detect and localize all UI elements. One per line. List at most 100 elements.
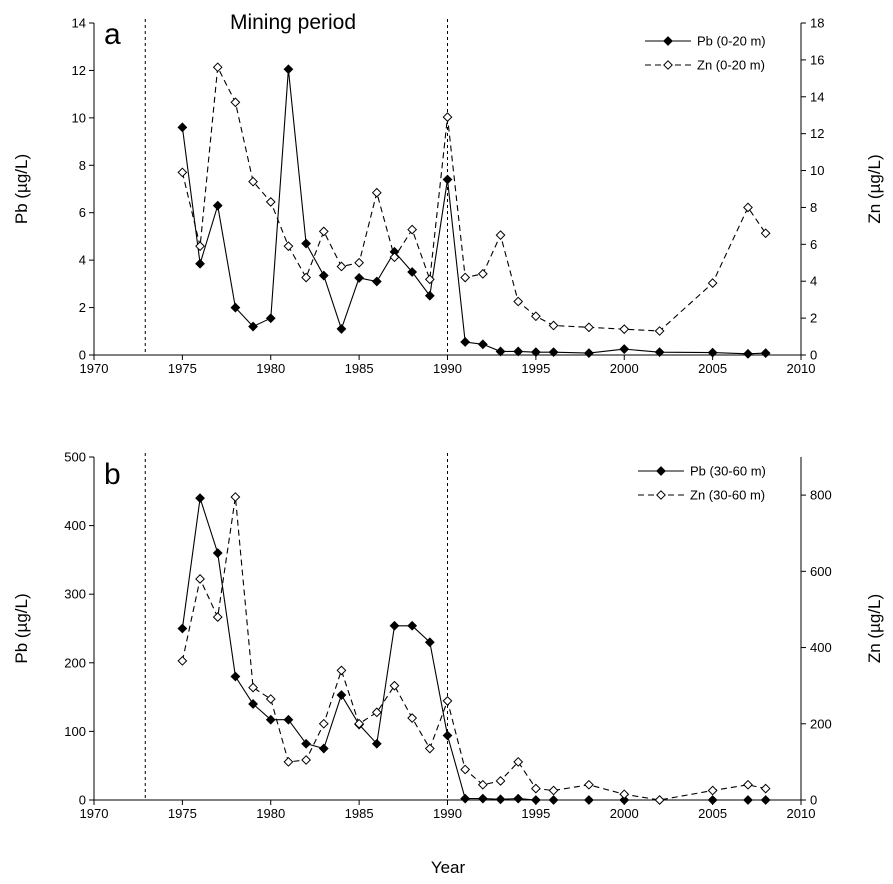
data-point-pb bbox=[177, 623, 188, 634]
data-point-pb bbox=[371, 738, 382, 749]
data-point-zn bbox=[583, 322, 594, 333]
data-point-zn bbox=[654, 795, 665, 805]
legend-label: Zn (0-20 m) bbox=[697, 58, 765, 73]
x-tick-label: 1985 bbox=[345, 361, 374, 376]
y-tick-label-right: 400 bbox=[810, 640, 832, 655]
data-point-zn bbox=[477, 268, 488, 279]
data-point-pb bbox=[495, 346, 506, 357]
data-point-pb bbox=[513, 793, 524, 804]
y-tick-label-right: 12 bbox=[810, 126, 824, 141]
data-point-pb bbox=[318, 743, 329, 754]
data-point-pb bbox=[460, 793, 471, 804]
y-tick-label-left: 12 bbox=[72, 63, 86, 78]
data-point-zn bbox=[336, 261, 347, 272]
data-point-pb bbox=[301, 738, 312, 749]
data-point-zn bbox=[583, 779, 594, 790]
y-tick-label-right: 16 bbox=[810, 52, 824, 67]
data-point-pb bbox=[743, 348, 753, 359]
x-tick-label: 1985 bbox=[345, 806, 374, 821]
data-point-pb bbox=[619, 795, 630, 805]
y-tick-label-left: 0 bbox=[79, 793, 86, 808]
y-tick-label-left: 10 bbox=[72, 110, 86, 125]
x-tick-label: 1995 bbox=[521, 806, 550, 821]
data-point-zn bbox=[530, 783, 541, 794]
data-point-pb bbox=[530, 795, 541, 805]
x-tick-label: 2000 bbox=[610, 361, 639, 376]
y-tick-label-left: 6 bbox=[79, 205, 86, 220]
data-point-pb bbox=[530, 347, 541, 358]
x-tick-label: 1990 bbox=[433, 806, 462, 821]
data-point-zn bbox=[548, 320, 559, 331]
data-point-zn bbox=[389, 252, 400, 263]
data-point-pb bbox=[336, 324, 347, 334]
data-point-zn bbox=[743, 779, 753, 790]
data-point-zn bbox=[195, 241, 205, 252]
y-tick-label-left: 400 bbox=[64, 518, 86, 533]
data-point-zn bbox=[743, 202, 753, 213]
data-point-pb bbox=[318, 270, 329, 281]
data-point-pb bbox=[460, 337, 471, 347]
data-point-zn bbox=[354, 718, 365, 729]
legend-label: Zn (30-60 m) bbox=[690, 488, 765, 503]
data-point-pb bbox=[265, 313, 276, 324]
data-point-pb bbox=[513, 346, 524, 357]
data-point-pb bbox=[248, 321, 258, 332]
data-point-pb bbox=[760, 795, 771, 805]
data-point-pb bbox=[230, 671, 241, 682]
data-point-zn bbox=[177, 655, 188, 666]
data-point-zn bbox=[707, 278, 718, 288]
legend-label: Pb (30-60 m) bbox=[690, 464, 766, 479]
data-point-zn bbox=[495, 230, 506, 241]
x-tick-label: 1980 bbox=[256, 361, 285, 376]
y-tick-label-right: 0 bbox=[810, 348, 817, 363]
legend-marker bbox=[663, 36, 673, 46]
x-axis-title: Year bbox=[431, 858, 466, 877]
data-point-zn bbox=[212, 62, 223, 73]
x-tick-label: 1975 bbox=[168, 806, 197, 821]
data-point-zn bbox=[212, 612, 223, 622]
data-point-zn bbox=[354, 257, 365, 268]
data-point-zn bbox=[265, 694, 276, 704]
data-point-pb bbox=[548, 347, 559, 358]
x-tick-label: 1995 bbox=[521, 361, 550, 376]
data-point-zn bbox=[371, 707, 382, 718]
data-point-zn bbox=[248, 682, 258, 693]
data-point-pb bbox=[195, 493, 205, 504]
y-tick-label-right: 200 bbox=[810, 716, 832, 731]
y-tick-label-right: 2 bbox=[810, 311, 817, 326]
x-tick-label: 1970 bbox=[80, 806, 109, 821]
data-point-pb bbox=[283, 64, 294, 75]
panel-label: b bbox=[104, 458, 121, 491]
data-point-zn bbox=[513, 296, 524, 307]
data-point-pb bbox=[407, 267, 418, 277]
y-tick-label-right: 4 bbox=[810, 274, 817, 289]
y-tick-label-left: 4 bbox=[79, 253, 86, 268]
mining-period-label: Mining period bbox=[230, 11, 356, 34]
y-tick-label-right: 10 bbox=[810, 163, 824, 178]
y-tick-label-right: 18 bbox=[810, 16, 824, 31]
x-tick-label: 1970 bbox=[80, 361, 109, 376]
x-tick-label: 2005 bbox=[698, 806, 727, 821]
y-axis-title-right: Zn (µg/L) bbox=[865, 594, 884, 663]
data-point-pb bbox=[301, 238, 312, 249]
data-point-pb bbox=[212, 200, 223, 211]
series-line-zn-0-20-m- bbox=[181, 65, 767, 332]
data-point-zn bbox=[177, 167, 188, 178]
data-point-pb bbox=[707, 347, 718, 358]
data-point-zn bbox=[283, 241, 294, 252]
data-point-zn bbox=[619, 789, 630, 800]
legend-label: Pb (0-20 m) bbox=[697, 34, 766, 49]
data-point-zn bbox=[371, 187, 382, 198]
data-point-pb bbox=[442, 730, 453, 741]
y-tick-label-left: 500 bbox=[64, 450, 86, 465]
data-point-zn bbox=[460, 272, 471, 283]
data-point-zn bbox=[760, 783, 771, 794]
data-point-zn bbox=[283, 756, 294, 767]
data-point-pb bbox=[177, 122, 188, 133]
data-point-pb bbox=[477, 339, 488, 350]
data-point-zn bbox=[424, 274, 435, 285]
data-point-pb bbox=[442, 174, 453, 185]
data-point-zn bbox=[407, 713, 418, 723]
data-point-pb bbox=[548, 795, 559, 805]
